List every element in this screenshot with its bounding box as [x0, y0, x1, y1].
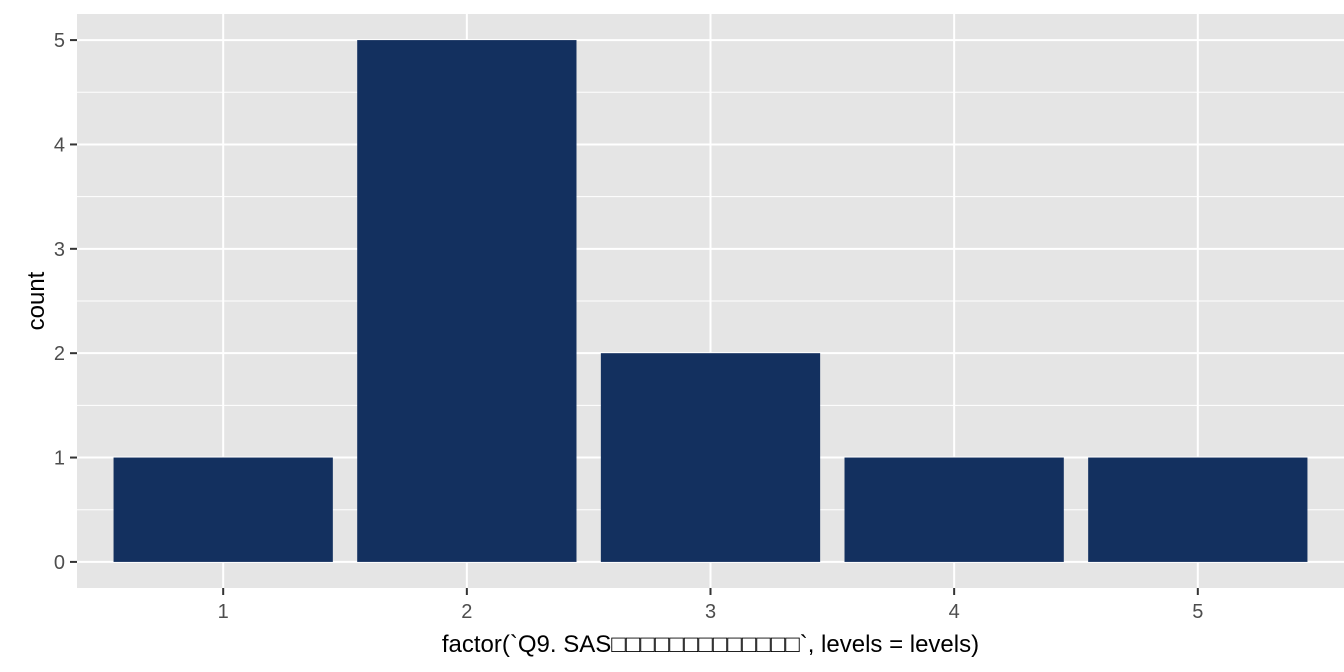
x-tick-label: 5 [1192, 601, 1203, 623]
y-axis: 0 1 2 3 4 5 [54, 30, 77, 574]
y-tick-label: 1 [54, 448, 65, 470]
x-tick-label: 3 [705, 601, 716, 623]
bar-4 [844, 457, 1064, 562]
bar-3 [600, 353, 821, 562]
y-tick-label: 4 [54, 134, 65, 156]
y-tick-label: 5 [54, 30, 65, 52]
x-tick-label: 4 [949, 601, 960, 623]
y-tick-label: 2 [54, 343, 65, 365]
x-tick-label: 1 [218, 601, 229, 623]
bar-2 [357, 40, 577, 562]
bars [113, 40, 1308, 562]
bar-5 [1088, 457, 1308, 562]
y-axis-title: count [23, 271, 50, 330]
x-axis-title: factor(`Q9. SAS□□□□□□□□□□□□□`, levels = … [442, 631, 979, 658]
bar-1 [113, 457, 333, 562]
y-tick-label: 3 [54, 239, 65, 261]
x-axis: 1 2 3 4 5 [218, 588, 1203, 623]
x-tick-label: 2 [461, 601, 472, 623]
y-tick-label: 0 [54, 552, 65, 574]
